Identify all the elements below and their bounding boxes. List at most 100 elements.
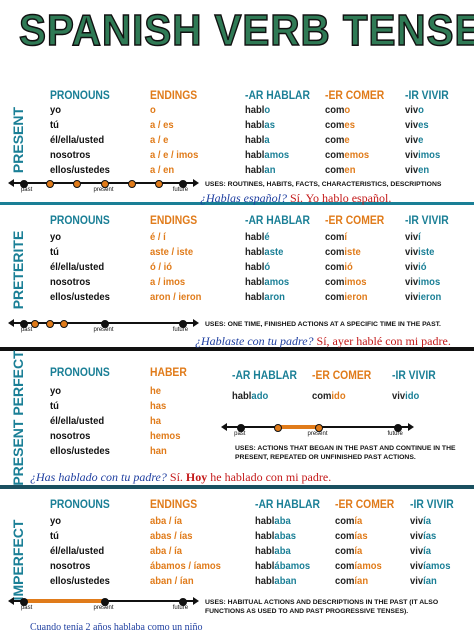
table-cell: él/ella/usted	[50, 134, 104, 146]
table-cell: vivías	[410, 530, 436, 542]
cell-part: aba	[274, 545, 291, 557]
cell-part: ábamos / íamos	[150, 560, 221, 572]
timeline-arrow	[8, 179, 14, 187]
cell-part: habl	[245, 246, 265, 258]
timeline-dot	[127, 180, 136, 188]
timeline-dot	[394, 424, 403, 432]
table-cell: ábamos / íamos	[150, 560, 221, 572]
cell-part: ó / ió	[150, 261, 173, 273]
cell-part: habl	[245, 164, 265, 176]
cell-part: e	[344, 134, 350, 146]
cell-part: he	[150, 385, 162, 397]
timeline-dot	[100, 598, 109, 606]
cell-part: ellos/ustedes	[50, 164, 110, 176]
cell-part: ellos/ustedes	[50, 445, 110, 457]
cell-part: habl	[245, 104, 265, 116]
column-header: HABER	[150, 367, 187, 379]
example: ¿Has hablado con tu padre? Sí. Hoy he ha…	[30, 470, 331, 485]
table-cell: ellos/ustedes	[50, 291, 110, 303]
table-cell: hablábamos	[255, 560, 310, 572]
table-cell: él/ella/usted	[50, 261, 104, 273]
cell-part: amos	[264, 276, 290, 288]
cell-part: nosotros	[50, 276, 91, 288]
table-cell: aba / ía	[150, 515, 182, 527]
table-cell: tú	[50, 246, 59, 258]
separator	[0, 485, 474, 489]
table-cell: vivían	[410, 575, 437, 587]
timeline-label: present	[93, 605, 114, 611]
cell-part: com	[325, 134, 345, 146]
timeline-dot	[30, 320, 39, 328]
cell-part: es	[418, 119, 429, 131]
column-header: -AR HABLAR	[232, 370, 297, 382]
cell-part: él/ella/usted	[50, 261, 105, 273]
cell-part: viv	[405, 261, 419, 273]
table-cell: tú	[50, 119, 59, 131]
cell-part: nosotros	[50, 430, 91, 442]
cell-part: han	[150, 445, 167, 457]
timeline-arrow	[408, 423, 414, 431]
column-header: -ER COMER	[312, 370, 372, 382]
cell-part: com	[325, 149, 345, 161]
table-cell: él/ella/usted	[50, 545, 104, 557]
table-cell: a / en	[150, 164, 174, 176]
cell-part: habl	[255, 530, 275, 542]
cell-part: com	[325, 119, 345, 131]
table-cell: a / es	[150, 119, 174, 131]
cell-part: habl	[245, 119, 265, 131]
cell-part: as	[264, 119, 275, 131]
uses-text: USES: ONE TIME, FINISHED ACTIONS AT A SP…	[205, 321, 441, 328]
example: Cuando tenía 2 años hablaba como un niño	[30, 619, 202, 631]
table-cell: comía	[335, 545, 362, 557]
example-answer: Sí. Yo hablo español.	[290, 191, 392, 205]
table-cell: come	[325, 134, 350, 146]
timeline-label: future	[172, 327, 189, 333]
tense-label: PRESENT	[10, 106, 26, 174]
table-cell: aron / ieron	[150, 291, 201, 303]
cell-part: tú	[50, 246, 59, 258]
cell-part: aste	[264, 246, 284, 258]
table-cell: tú	[50, 530, 59, 542]
cell-part: habl	[245, 291, 265, 303]
table-cell: vivieron	[405, 291, 441, 303]
table-cell: él/ella/usted	[50, 415, 104, 427]
table-cell: comía	[335, 515, 362, 527]
column-header: PRONOUNS	[50, 499, 110, 511]
cell-part: abas	[274, 530, 296, 542]
cell-part: yo	[50, 515, 62, 527]
cell-part: com	[325, 164, 345, 176]
table-cell: comieron	[325, 291, 368, 303]
cell-part: viv	[410, 575, 424, 587]
timeline-arrow	[8, 597, 14, 605]
cell-part: en	[344, 164, 356, 176]
uses-text: USES: ACTIONS THAT BEGAN IN THE PAST AND…	[235, 445, 456, 461]
cell-part: habl	[245, 276, 265, 288]
column-header: PRONOUNS	[50, 90, 110, 102]
timeline-dot	[45, 180, 54, 188]
cell-part: en	[418, 164, 430, 176]
cell-part: a	[264, 134, 270, 146]
table-cell: hablo	[245, 104, 270, 116]
table-cell: hemos	[150, 430, 180, 442]
cell-part: ó	[264, 261, 271, 273]
timeline-dot	[60, 320, 69, 328]
table-cell: vivimos	[405, 149, 440, 161]
cell-part: yo	[50, 385, 62, 397]
cell-part: habl	[245, 231, 265, 243]
cell-part: ían	[423, 575, 437, 587]
table-cell: viviste	[405, 246, 434, 258]
cell-part: í	[344, 231, 348, 243]
column-header: -AR HABLAR	[255, 499, 320, 511]
table-cell: hablaste	[245, 246, 283, 258]
uses-text: USES: ROUTINES, HABITS, FACTS, CHARACTER…	[205, 181, 442, 188]
cell-part: es	[344, 119, 355, 131]
cell-part: o	[150, 104, 156, 116]
separator	[0, 347, 474, 351]
column-header: ENDINGS	[150, 499, 198, 511]
cell-part: ía	[423, 515, 432, 527]
cell-part: viv	[405, 246, 419, 258]
timeline-dot	[273, 424, 282, 432]
cell-part: ían	[354, 575, 369, 587]
table-cell: vive	[405, 134, 423, 146]
